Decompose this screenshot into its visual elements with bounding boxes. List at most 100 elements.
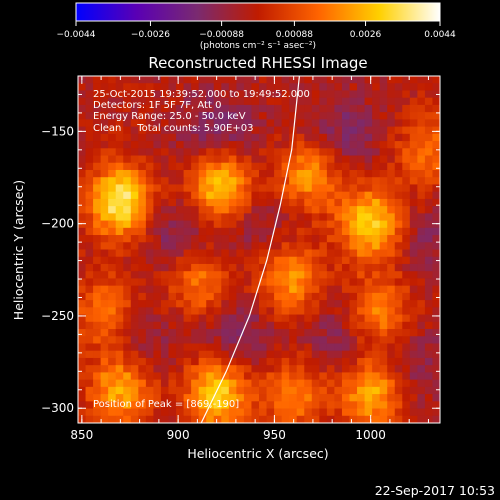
- heatmap-cell: [357, 155, 365, 164]
- heatmap-cell: [274, 104, 283, 113]
- heatmap-cell: [198, 357, 207, 366]
- heatmap-cell: [243, 191, 252, 200]
- heatmap-cell: [266, 235, 275, 243]
- heatmap-cell: [394, 191, 403, 200]
- heatmap-cell: [357, 307, 365, 315]
- heatmap-cell: [243, 336, 252, 344]
- heatmap-cell: [364, 220, 373, 229]
- heatmap-cell: [115, 198, 124, 207]
- heatmap-cell: [379, 365, 388, 373]
- heatmap-cell: [123, 365, 132, 373]
- heatmap-cell: [221, 184, 230, 193]
- heatmap-cell: [198, 394, 207, 402]
- heatmap-cell: [130, 141, 139, 149]
- heatmap-cell: [319, 357, 328, 366]
- heatmap-cell: [349, 148, 358, 156]
- heatmap-cell: [160, 119, 169, 128]
- heatmap-cell: [326, 148, 335, 156]
- heatmap-cell: [394, 235, 403, 243]
- heatmap-cell: [424, 394, 433, 402]
- heatmap-cell: [221, 372, 230, 381]
- annotation-time-range: 25-Oct-2015 19:39:52.000 to 19:49:52.000: [93, 89, 310, 100]
- heatmap-cell: [432, 292, 440, 301]
- heatmap-cell: [93, 314, 102, 323]
- heatmap-cell: [394, 220, 403, 229]
- heatmap-cell: [379, 408, 388, 417]
- heatmap-cell: [85, 307, 94, 315]
- heatmap-cell: [130, 242, 139, 250]
- heatmap-cell: [372, 177, 381, 185]
- heatmap-cell: [93, 97, 102, 106]
- heatmap-cell: [130, 372, 139, 381]
- heatmap-grid: [78, 76, 440, 423]
- heatmap-cell: [100, 292, 109, 301]
- heatmap-cell: [183, 213, 192, 221]
- heatmap-cell: [334, 184, 343, 193]
- heatmap-cell: [191, 97, 200, 106]
- heatmap-cell: [228, 235, 237, 243]
- heatmap-cell: [123, 415, 132, 423]
- heatmap-cell: [274, 350, 283, 359]
- colorbar-ticks: −0.0044 −0.0026 −0.00088 0.00088 0.0026 0.004…: [56, 21, 456, 40]
- heatmap-cell: [115, 401, 124, 409]
- heatmap-cell: [281, 329, 290, 337]
- y-tick-label: −300: [41, 401, 74, 415]
- heatmap-cell: [311, 177, 320, 185]
- heatmap-cell: [409, 357, 418, 366]
- heatmap-cell: [145, 162, 154, 171]
- heatmap-cell: [160, 133, 169, 142]
- heatmap-cell: [123, 112, 132, 120]
- heatmap-cell: [274, 220, 283, 229]
- heatmap-cell: [85, 133, 94, 142]
- heatmap-cell: [311, 343, 320, 352]
- heatmap-cell: [115, 300, 124, 308]
- heatmap-cell: [206, 263, 215, 272]
- heatmap-cell: [274, 206, 283, 214]
- heatmap-cell: [206, 169, 215, 178]
- heatmap-cell: [221, 401, 230, 409]
- heatmap-cell: [432, 191, 440, 200]
- heatmap-cell: [213, 220, 222, 229]
- heatmap-cell: [191, 321, 200, 330]
- heatmap-cell: [296, 191, 305, 200]
- heatmap-cell: [251, 336, 260, 344]
- heatmap-cell: [145, 415, 154, 423]
- heatmap-cell: [417, 112, 426, 120]
- heatmap-cell: [372, 271, 381, 279]
- heatmap-cell: [379, 263, 388, 272]
- heatmap-cell: [221, 394, 230, 402]
- heatmap-cell: [138, 155, 147, 164]
- heatmap-cell: [198, 278, 207, 287]
- heatmap-cell: [85, 76, 94, 84]
- heatmap-cell: [221, 112, 230, 120]
- heatmap-cell: [281, 271, 290, 279]
- heatmap-cell: [85, 141, 94, 149]
- heatmap-cell: [168, 133, 177, 142]
- heatmap-cell: [326, 271, 335, 279]
- heatmap-cell: [266, 148, 275, 156]
- heatmap-cell: [281, 336, 290, 344]
- heatmap-cell: [176, 263, 184, 272]
- heatmap-cell: [130, 162, 139, 171]
- heatmap-cell: [417, 307, 426, 315]
- heatmap-cell: [424, 184, 433, 193]
- heatmap-cell: [168, 83, 177, 91]
- heatmap-cell: [160, 206, 169, 214]
- heatmap-cell: [334, 365, 343, 373]
- heatmap-cell: [138, 90, 147, 99]
- heatmap-cell: [304, 198, 313, 207]
- heatmap-cell: [93, 408, 102, 417]
- heatmap-cell: [138, 263, 147, 272]
- heatmap-cell: [319, 285, 328, 294]
- heatmap-cell: [394, 162, 403, 171]
- heatmap-cell: [85, 97, 94, 106]
- heatmap-cell: [281, 220, 290, 229]
- heatmap-cell: [206, 365, 215, 373]
- heatmap-cell: [191, 213, 200, 221]
- heatmap-cell: [100, 119, 109, 128]
- heatmap-cell: [357, 148, 365, 156]
- heatmap-cell: [168, 76, 177, 84]
- heatmap-cell: [304, 379, 313, 388]
- heatmap-cell: [176, 76, 184, 84]
- heatmap-cell: [364, 112, 373, 120]
